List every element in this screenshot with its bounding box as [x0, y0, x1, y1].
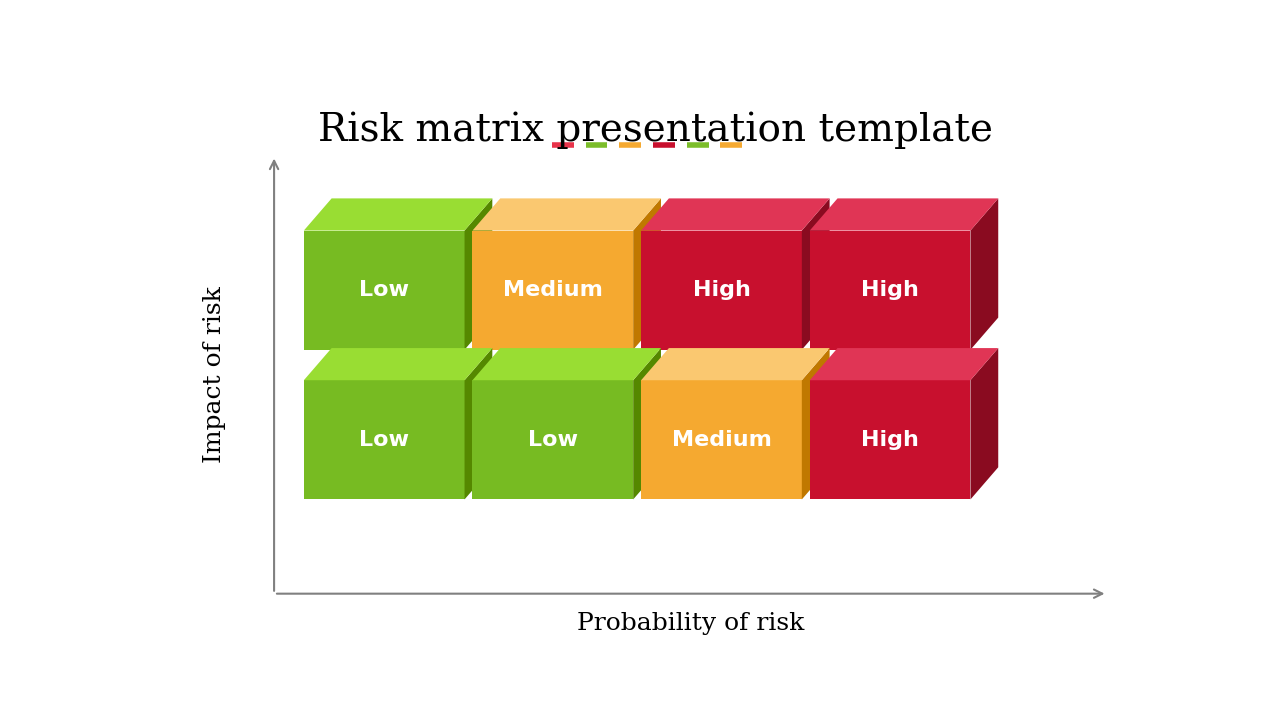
Text: Low: Low	[360, 280, 410, 300]
Polygon shape	[472, 348, 660, 380]
Polygon shape	[634, 199, 660, 350]
Polygon shape	[641, 348, 829, 380]
Polygon shape	[641, 199, 829, 230]
Polygon shape	[303, 348, 493, 380]
Polygon shape	[810, 230, 970, 350]
Text: Low: Low	[527, 430, 577, 450]
Text: Medium: Medium	[672, 430, 772, 450]
Polygon shape	[801, 348, 829, 500]
Polygon shape	[801, 199, 829, 350]
Text: Low: Low	[360, 430, 410, 450]
Polygon shape	[970, 199, 998, 350]
Polygon shape	[641, 230, 801, 350]
Text: High: High	[692, 280, 750, 300]
Polygon shape	[810, 199, 998, 230]
Polygon shape	[303, 199, 493, 230]
Text: Risk matrix presentation template: Risk matrix presentation template	[319, 112, 993, 149]
Polygon shape	[472, 230, 634, 350]
Polygon shape	[465, 348, 493, 500]
Polygon shape	[303, 380, 465, 500]
Polygon shape	[472, 199, 660, 230]
Text: Impact of risk: Impact of risk	[204, 287, 227, 463]
Polygon shape	[970, 348, 998, 500]
Text: Probability of risk: Probability of risk	[577, 612, 804, 635]
Text: Medium: Medium	[503, 280, 603, 300]
Polygon shape	[303, 230, 465, 350]
Polygon shape	[465, 199, 493, 350]
Polygon shape	[634, 348, 660, 500]
Polygon shape	[472, 380, 634, 500]
Polygon shape	[810, 348, 998, 380]
Text: High: High	[861, 280, 919, 300]
Polygon shape	[810, 380, 970, 500]
Polygon shape	[641, 380, 801, 500]
Text: High: High	[861, 430, 919, 450]
